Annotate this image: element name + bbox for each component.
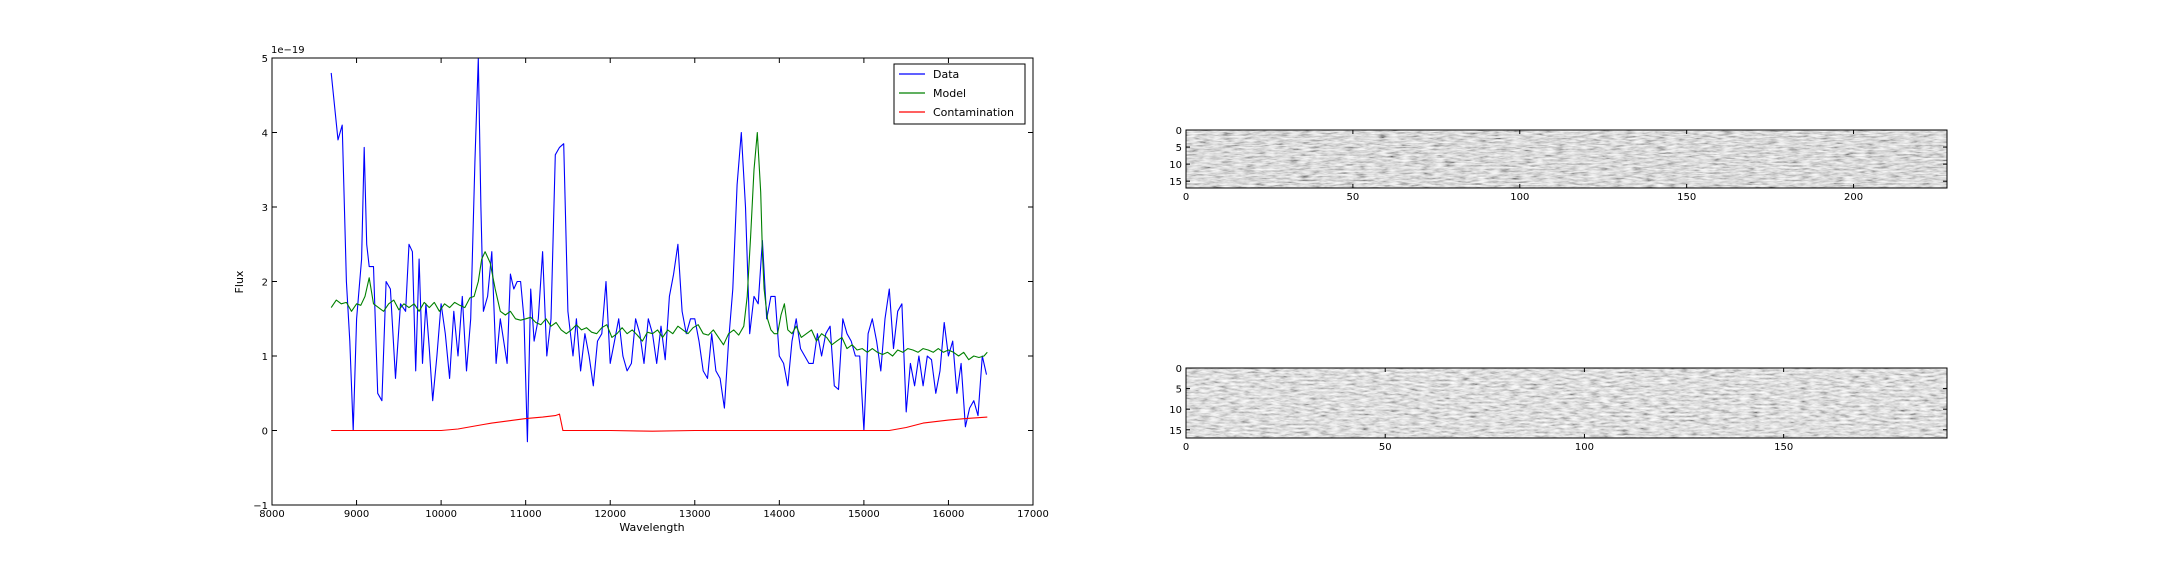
spectrum-offset-text: 1e−19 bbox=[271, 45, 305, 56]
legend-label-model: Model bbox=[933, 87, 966, 100]
x-tick-label: 14000 bbox=[763, 509, 795, 520]
y-tick-label: 1 bbox=[262, 352, 268, 363]
heatmap-y-tick-label: 0 bbox=[1176, 364, 1182, 375]
spectrum-y-axis-label: Flux bbox=[233, 270, 246, 293]
heatmap-x-tick-label: 50 bbox=[1379, 442, 1392, 453]
y-tick-label: 5 bbox=[262, 54, 268, 65]
x-tick-label: 9000 bbox=[344, 509, 369, 520]
heatmap-x-tick-label: 100 bbox=[1575, 442, 1594, 453]
series-line-model bbox=[330, 131, 988, 361]
spectrum-y-ticks: −1 0 1 2 3 4 5 bbox=[253, 54, 1033, 512]
heatmap-x-tick-label: 200 bbox=[1844, 192, 1863, 203]
y-tick-label: 3 bbox=[262, 203, 268, 214]
y-tick-label: 4 bbox=[262, 129, 268, 140]
heatmap-y-tick-label: 15 bbox=[1169, 177, 1182, 188]
x-tick-label: 17000 bbox=[1017, 509, 1049, 520]
heatmap-y-tick-label: 10 bbox=[1169, 405, 1182, 416]
legend: Data Model Contamination bbox=[893, 63, 1026, 125]
x-tick-label: 11000 bbox=[510, 509, 542, 520]
x-tick-label: 13000 bbox=[679, 509, 711, 520]
cutout-image-1-x-ticks: 0 50 100 150 200 bbox=[1183, 130, 1863, 203]
spectrum-x-ticks: 8000 9000 10000 11000 12000 13000 14000 15000 16… bbox=[259, 58, 1049, 520]
series-line-data bbox=[330, 58, 988, 443]
heatmap-x-tick-label: 50 bbox=[1347, 192, 1360, 203]
heatmap-y-tick-label: 5 bbox=[1176, 143, 1182, 154]
spectrum-x-axis-label: Wavelength bbox=[619, 521, 684, 534]
x-tick-label: 10000 bbox=[425, 509, 457, 520]
cutout-image-1-y-ticks: 0 5 10 15 bbox=[1169, 126, 1947, 188]
spectrum-series-group bbox=[330, 58, 988, 443]
x-tick-label: 8000 bbox=[259, 509, 284, 520]
heatmap-x-tick-label: 100 bbox=[1510, 192, 1529, 203]
cutout-image-2-x-ticks: 0 50 100 150 bbox=[1183, 368, 1793, 453]
cutout-image-1-pixels bbox=[1186, 130, 1947, 188]
cutout-image-2-pixels bbox=[1186, 368, 1947, 438]
heatmap-y-tick-label: 15 bbox=[1169, 426, 1182, 437]
series-line-contamination bbox=[331, 413, 988, 432]
heatmap-y-tick-label: 10 bbox=[1169, 160, 1182, 171]
cutout-image-2-frame bbox=[1185, 367, 1948, 439]
y-tick-label: −1 bbox=[253, 501, 268, 512]
heatmap-x-tick-label: 0 bbox=[1183, 192, 1189, 203]
cutout-image-1-frame bbox=[1185, 129, 1948, 189]
legend-entries: Data Model Contamination bbox=[899, 68, 1014, 119]
cutout-image-2: 0 50 100 150 0 5 10 15 bbox=[1169, 364, 1948, 453]
cutout-image-1: 0 50 100 150 200 0 5 10 15 bbox=[1169, 126, 1948, 203]
x-tick-label: 16000 bbox=[933, 509, 965, 520]
legend-label-data: Data bbox=[933, 68, 959, 81]
heatmap-y-tick-label: 0 bbox=[1176, 126, 1182, 137]
y-tick-label: 0 bbox=[262, 427, 268, 438]
x-tick-label: 12000 bbox=[594, 509, 626, 520]
heatmap-x-tick-label: 150 bbox=[1774, 442, 1793, 453]
cutout-image-2-y-ticks: 0 5 10 15 bbox=[1169, 364, 1947, 437]
heatmap-x-tick-label: 0 bbox=[1183, 442, 1189, 453]
spectrum-plot: 8000 9000 10000 11000 12000 13000 14000 15000 16… bbox=[233, 45, 1049, 534]
heatmap-y-tick-label: 5 bbox=[1176, 385, 1182, 396]
heatmap-x-tick-label: 150 bbox=[1677, 192, 1696, 203]
legend-label-contamination: Contamination bbox=[933, 106, 1014, 119]
x-tick-label: 15000 bbox=[848, 509, 880, 520]
y-tick-label: 2 bbox=[262, 278, 268, 289]
